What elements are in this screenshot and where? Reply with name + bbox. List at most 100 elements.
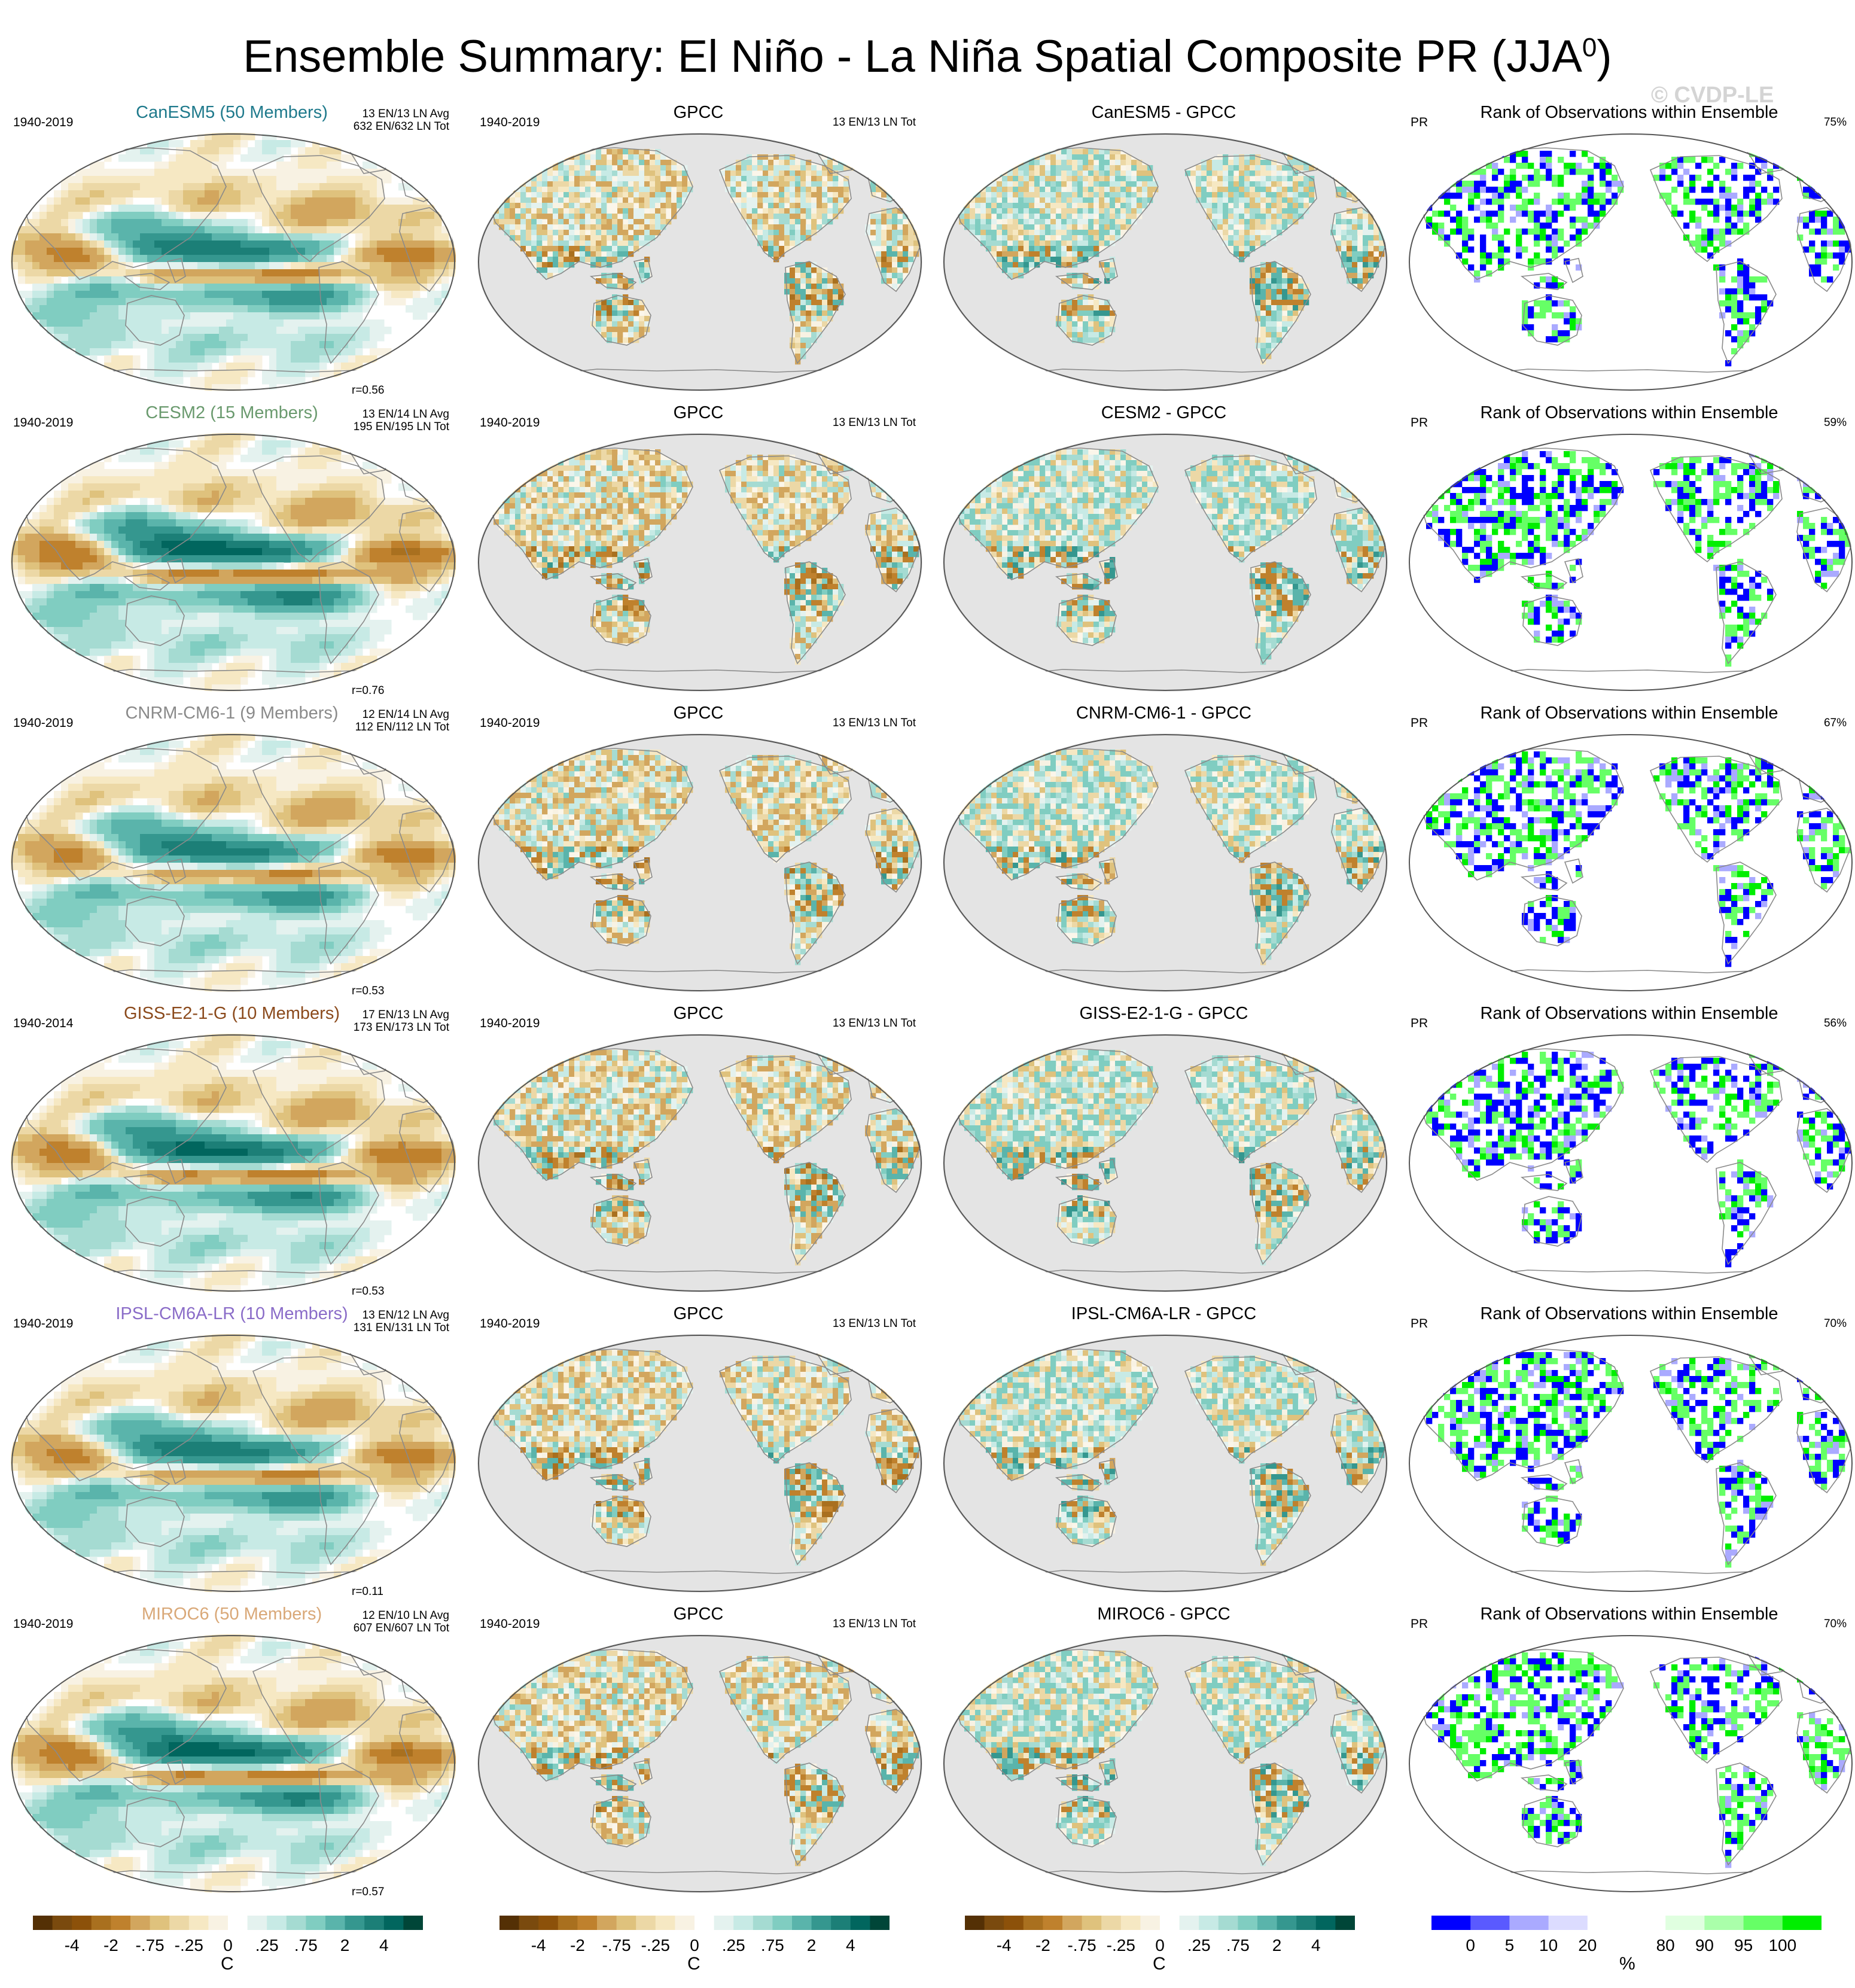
rank-map-field (1408, 433, 1853, 692)
period-label: 1940-2019 (480, 1316, 540, 1332)
period-label: 1940-2014 (13, 1016, 73, 1031)
period-label: 1940-2019 (13, 1316, 73, 1332)
model-name: CNRM-CM6-1 (9 Members) (0, 702, 464, 724)
obs-map (477, 133, 922, 391)
colorbar (1431, 1916, 1822, 1930)
model-map-field (11, 1034, 456, 1292)
colorbar-swatch (870, 1916, 890, 1930)
event-counts: 13 EN/13 LN Tot (833, 415, 916, 431)
rank-variable: PR (1411, 415, 1428, 431)
event-counts: 13 EN/13 LN Tot (833, 1316, 916, 1332)
colorbar-swatch (403, 1916, 423, 1930)
diff-map (943, 433, 1388, 692)
counts-tot: 632 EN/632 LN Tot (354, 120, 449, 133)
colorbar-swatch (597, 1916, 617, 1930)
counts-avg: 13 EN/14 LN Avg (354, 408, 449, 421)
colorbar-swatch (811, 1916, 831, 1930)
model-panel: CESM2 (15 Members) 1940-2019 13 EN/14 LN A… (0, 402, 464, 702)
diff-title: IPSL-CM6A-LR - GPCC (932, 1303, 1396, 1325)
colorbar-swatch (150, 1916, 170, 1930)
rank-map-field (1408, 1334, 1853, 1593)
globe-outline (1409, 434, 1853, 691)
globe-outline (943, 1635, 1387, 1892)
colorbar-swatch (792, 1916, 812, 1930)
rank-percent: 59% (1824, 415, 1847, 431)
model-map (11, 1334, 456, 1593)
obs-panel: GPCC 1940-2019 13 EN/13 LN Tot (467, 1303, 930, 1603)
colorbar-swatch (831, 1916, 851, 1930)
colorbar-tick-label: 95 (1727, 1936, 1760, 1955)
colorbar-swatch (1160, 1916, 1180, 1930)
rank-title: Rank of Observations within Ensemble (1397, 1303, 1855, 1325)
rank-panel: Rank of Observations within Ensemble PR 56… (1397, 1003, 1855, 1303)
obs-panel: GPCC 1940-2019 13 EN/13 LN Tot (467, 402, 930, 702)
obs-map-field (477, 433, 922, 692)
colorbar-swatch (325, 1916, 346, 1930)
colorbar-swatch (1509, 1916, 1549, 1930)
rank-panel: Rank of Observations within Ensemble PR 70… (1397, 1603, 1855, 1904)
colorbar-swatch (1179, 1916, 1199, 1930)
counts-avg: 12 EN/10 LN Avg (354, 1609, 449, 1622)
colorbar-swatch (558, 1916, 578, 1930)
colorbar-swatch (1782, 1916, 1822, 1930)
colorbar-swatch (695, 1916, 715, 1930)
colorbar-tick-label: .75 (289, 1936, 322, 1955)
colorbar-swatch (111, 1916, 131, 1930)
model-panel: CNRM-CM6-1 (9 Members) 1940-2019 12 EN/14 … (0, 702, 464, 1003)
model-name: GISS-E2-1-G (10 Members) (0, 1003, 464, 1024)
counts-tot: 195 EN/195 LN Tot (354, 421, 449, 433)
colorbar-swatch (286, 1916, 306, 1930)
colorbar-swatch (984, 1916, 1004, 1930)
colorbar-tick-label: -4 (522, 1936, 555, 1955)
model-name: MIROC6 (50 Members) (0, 1603, 464, 1625)
rank-panel: Rank of Observations within Ensemble PR 67… (1397, 702, 1855, 1003)
colorbar-tick-label: -2 (561, 1936, 594, 1955)
globe-outline (943, 734, 1387, 991)
period-label: 1940-2019 (13, 415, 73, 431)
globe-outline (943, 1335, 1387, 1592)
colorbar-swatch (753, 1916, 773, 1930)
model-map (11, 133, 456, 391)
diff-map (943, 133, 1388, 391)
colorbar-swatch (383, 1916, 404, 1930)
counts-tot: 173 EN/173 LN Tot (354, 1021, 449, 1034)
pattern-correlation: r=0.76 (352, 684, 384, 698)
colorbar-swatch (675, 1916, 695, 1930)
rank-percent: 67% (1824, 716, 1847, 731)
colorbar-swatch (1587, 1916, 1627, 1930)
rank-percent: 56% (1824, 1016, 1847, 1031)
colorbar-swatch (267, 1916, 287, 1930)
colorbar-swatch (345, 1916, 365, 1930)
diff-panel: CNRM-CM6-1 - GPCC (932, 702, 1396, 1003)
colorbar-tick-label: .25 (250, 1936, 284, 1955)
globe-outline (478, 1335, 922, 1592)
colorbar (499, 1916, 890, 1930)
colorbar-tick-label: 4 (834, 1936, 867, 1955)
colorbar-tick-label: 0 (1454, 1936, 1487, 1955)
colorbar-swatch (1218, 1916, 1238, 1930)
colorbar-tick-label: -.25 (639, 1936, 672, 1955)
colorbar-swatch (364, 1916, 385, 1930)
colorbar-swatch (1431, 1916, 1471, 1930)
model-map-field (11, 133, 456, 391)
colorbar-swatch (1023, 1916, 1043, 1930)
model-map (11, 1034, 456, 1292)
model-panel: IPSL-CM6A-LR (10 Members) 1940-2019 13 EN/… (0, 1303, 464, 1603)
colorbar-swatch (772, 1916, 793, 1930)
colorbar-swatch (616, 1916, 636, 1930)
colorbar-swatch (1704, 1916, 1744, 1930)
colorbar-tick-label: -4 (55, 1936, 89, 1955)
model-map-field (11, 733, 456, 992)
obs-map (477, 1034, 922, 1292)
diff-panel: CESM2 - GPCC (932, 402, 1396, 702)
colorbar-swatch (1082, 1916, 1102, 1930)
counts-tot: 112 EN/112 LN Tot (355, 721, 449, 733)
model-name: IPSL-CM6A-LR (10 Members) (0, 1303, 464, 1325)
model-panel: CanESM5 (50 Members) 1940-2019 13 EN/13 LN… (0, 102, 464, 402)
rank-title: Rank of Observations within Ensemble (1397, 1003, 1855, 1024)
colorbar-tick-label: 2 (1260, 1936, 1294, 1955)
colorbar-tick-label: -.75 (600, 1936, 633, 1955)
colorbar-swatch (33, 1916, 53, 1930)
period-label: 1940-2019 (480, 716, 540, 731)
